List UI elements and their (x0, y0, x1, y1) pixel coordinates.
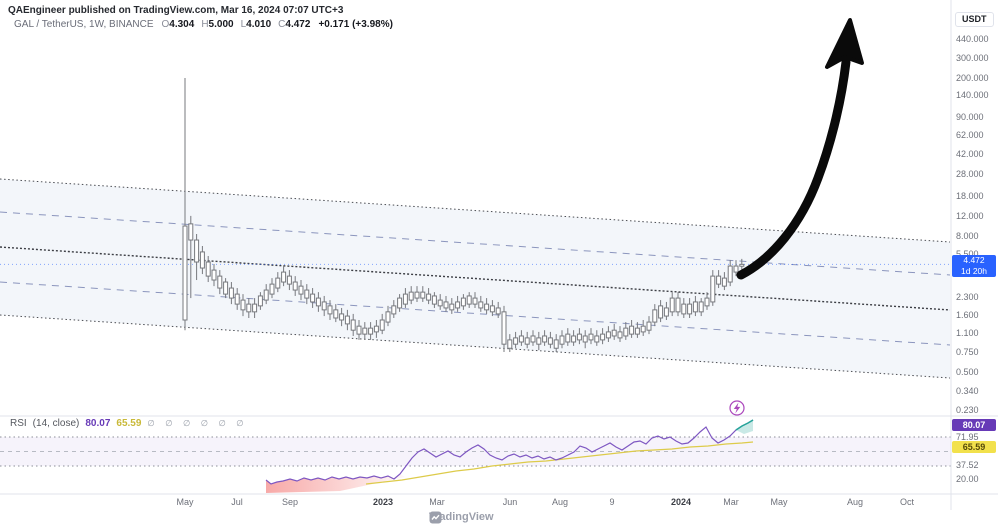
publish-info: QAEngineer published on TradingView.com,… (8, 5, 344, 16)
price-axis-label: 0.750 (956, 347, 979, 358)
price-axis-label: 12.000 (956, 210, 984, 221)
price-axis-label: 300.000 (956, 52, 989, 63)
symbol-title: GAL / TetherUS, 1W, BINANCE (14, 19, 154, 30)
rsi-axis-badge: 80.07 (952, 419, 996, 431)
ohlc-values: O4.304 H5.000 L4.010 C4.472 (162, 19, 311, 30)
channel-line-2[interactable] (0, 246, 951, 311)
rsi-value: 80.07 (85, 418, 111, 429)
tradingview-watermark-text: TradingView (429, 511, 494, 523)
tradingview-logo-icon (429, 511, 442, 524)
channel-line-0[interactable] (0, 178, 951, 243)
rsi-axis-label: 37.52 (956, 459, 979, 470)
candlestick-series (182, 77, 745, 353)
price-axis-label: 62.000 (956, 130, 984, 141)
price-axis-label: 0.230 (956, 405, 979, 416)
time-axis-label: Jul (231, 497, 243, 507)
price-axis-label: 8.000 (956, 230, 979, 241)
symbol-legend: GAL / TetherUS, 1W, BINANCE O4.304 H5.000… (14, 19, 393, 30)
price-axis-label: 1.100 (956, 328, 979, 339)
last-price-value: 4.472 (963, 255, 985, 265)
time-axis-label: Aug (846, 497, 864, 507)
price-axis-label: 0.500 (956, 366, 979, 377)
time-axis-label: 2023 (372, 497, 394, 507)
time-axis-label: Sep (281, 497, 299, 507)
time-axis-label: Aug (551, 497, 569, 507)
price-axis-label: 5.500 (956, 249, 979, 259)
rsi-params: (14, close) (32, 418, 80, 429)
rsi-legend: RSI (14, close) 80.07 65.59 ∅ ∅ ∅ ∅ ∅ ∅ (10, 418, 248, 429)
time-axis-label: May (770, 497, 788, 507)
price-axis-label: 140.000 (956, 90, 989, 101)
price-axis-label: 42.000 (956, 149, 984, 160)
ohlc-item: L4.010 (240, 19, 272, 30)
tradingview-watermark[interactable]: TradingView (429, 511, 494, 524)
price-axis-label: 440.000 (956, 34, 989, 45)
rsi-empty-values: ∅ ∅ ∅ ∅ ∅ ∅ (147, 418, 248, 428)
rsi-axis-label: 71.95 (956, 432, 979, 442)
rsi-overbought-fill (736, 420, 753, 434)
channel-line-1[interactable] (0, 211, 951, 276)
price-axis-label: 90.000 (956, 111, 984, 122)
price-axis-label: 2.300 (956, 292, 979, 302)
time-axis-label: Oct (899, 497, 915, 507)
rsi-axis-badge: 65.59 (952, 440, 996, 453)
price-axis-label: 18.000 (956, 190, 984, 201)
time-axis-label: Jun (502, 497, 518, 507)
time-axis-label: Mar (723, 497, 739, 507)
channel-line-4[interactable] (0, 314, 951, 379)
drawn-arrow-annotation[interactable] (736, 18, 864, 280)
flash-icon[interactable] (729, 400, 745, 416)
rsi-ma-value: 65.59 (116, 418, 142, 429)
price-axis-label: 28.000 (956, 169, 984, 180)
rsi-title: RSI (10, 418, 27, 429)
price-axis-label: 200.000 (956, 72, 989, 83)
rsi-ma-line[interactable] (365, 441, 754, 485)
channel-line-3[interactable] (0, 281, 951, 346)
time-axis-label: 2024 (670, 497, 692, 507)
rsi-line[interactable] (265, 419, 754, 485)
ohlc-item: C4.472 (278, 19, 311, 30)
time-axis-label: Mar (429, 497, 445, 507)
time-axis-label: 9 (609, 497, 615, 507)
price-axis-unit: USDT (955, 12, 994, 27)
ohlc-item: O4.304 (161, 19, 195, 30)
bar-countdown: 1d 20h (961, 266, 987, 276)
price-change: +0.171 (+3.98%) (318, 19, 393, 30)
rsi-axis-label: 20.00 (956, 474, 979, 484)
rsi-oversold-fill (266, 474, 405, 493)
price-axis-label: 1.600 (956, 309, 979, 320)
price-axis-label: 0.340 (956, 385, 979, 396)
last-price-badge: 4.472 1d 20h (952, 255, 996, 277)
rsi-line-overbought-segment (735, 419, 754, 431)
time-axis-label: May (176, 497, 194, 507)
ohlc-item: H5.000 (201, 19, 234, 30)
